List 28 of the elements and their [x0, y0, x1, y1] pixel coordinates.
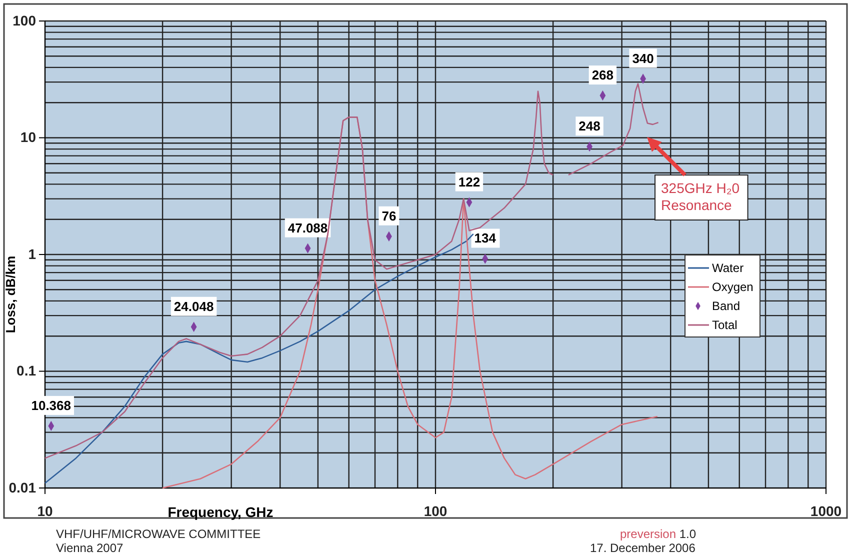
y-tick-label: 1 [28, 246, 36, 262]
y-tick-label: 0.1 [16, 362, 36, 379]
text: preversion 1.0 [620, 527, 696, 541]
annotation: 248 [578, 118, 600, 134]
x-tick-label: 10 [37, 502, 53, 519]
y-axis-title: Loss, dB/km [3, 256, 18, 334]
text: Vienna 2007 [56, 541, 124, 555]
legend-label: Band [712, 299, 740, 313]
x-tick-label: 1000 [810, 502, 842, 519]
legend-label: Oxygen [712, 280, 754, 294]
x-axis-title: Frequency, GHz [168, 504, 274, 520]
text: 17. December 2006 [590, 541, 696, 555]
annotation: 268 [592, 68, 614, 83]
annotation: 24.048 [174, 298, 214, 314]
annotation: 340 [632, 50, 654, 66]
legend-label: Total [712, 318, 738, 332]
text: VHF/UHF/MICROWAVE COMMITTEE [56, 527, 261, 541]
y-tick-label: 0.01 [8, 479, 36, 496]
annotation: 134 [474, 230, 497, 246]
x-tick-label: 100 [424, 502, 448, 519]
y-tick-label: 100 [12, 12, 36, 28]
y-tick-label: 10 [20, 129, 36, 146]
annotation: 122 [458, 174, 480, 190]
legend-label: Water [712, 261, 744, 275]
annotation: 325GHz H₂0 Resonance [661, 180, 740, 213]
annotation: 47.088 [288, 220, 328, 236]
annotation: 10.368 [31, 398, 72, 413]
annotation: 76 [382, 208, 396, 224]
